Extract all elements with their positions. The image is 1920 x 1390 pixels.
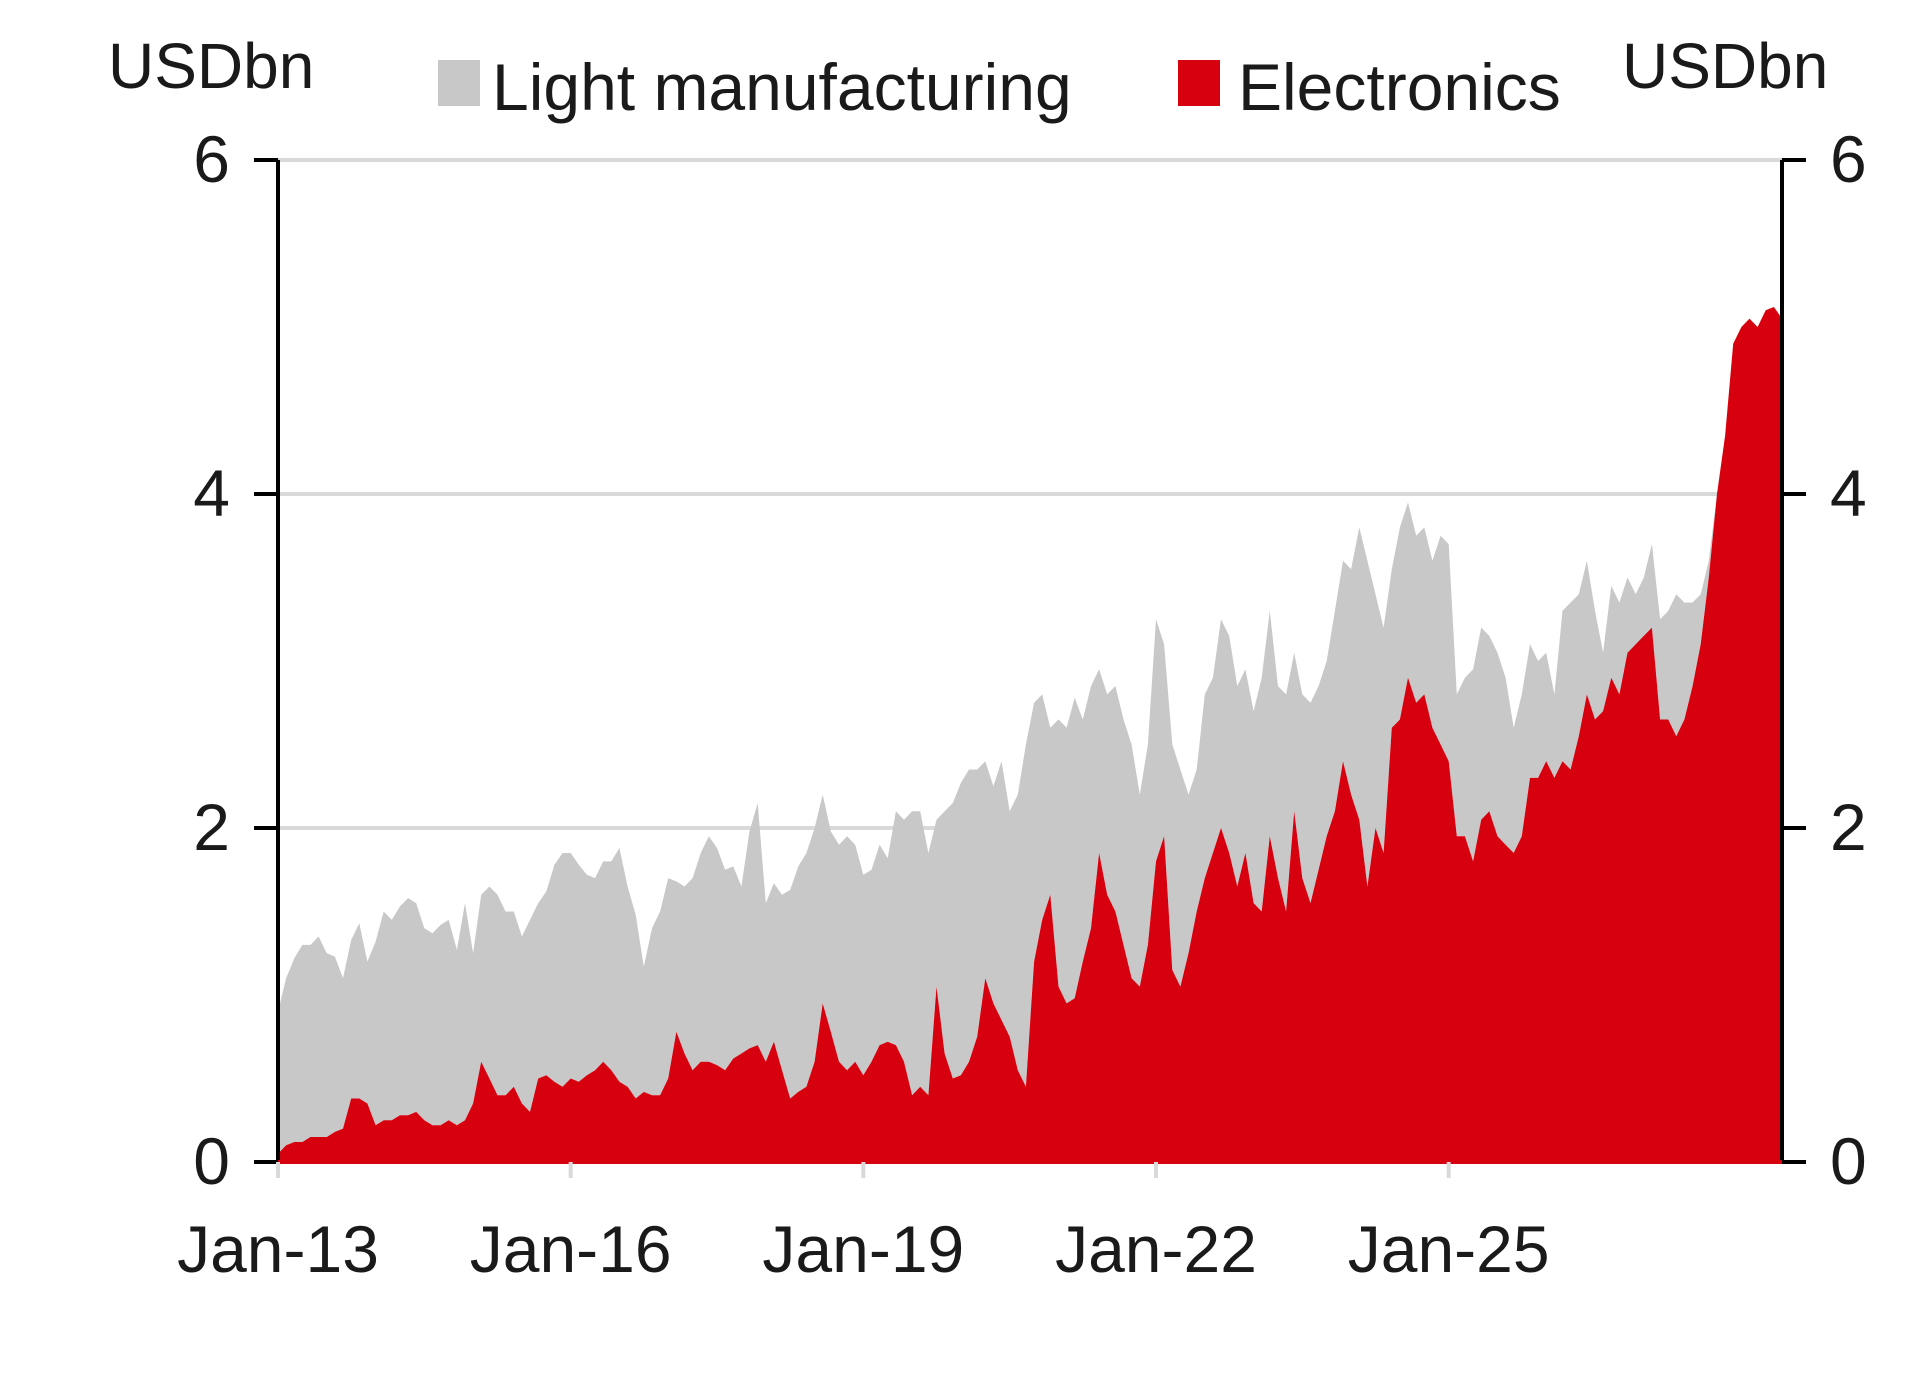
left-y-tick-label: 4 <box>193 456 230 530</box>
legend-label-electronics: Electronics <box>1238 50 1561 124</box>
area-series-light-manufacturing <box>278 307 1782 1154</box>
axes <box>254 158 1806 1178</box>
x-tick-label: Jan-22 <box>1055 1212 1257 1286</box>
area-series-group <box>278 307 1782 1162</box>
left-y-tick-label: 6 <box>193 122 230 196</box>
x-tick-label: Jan-13 <box>177 1212 379 1286</box>
right-y-tick-label: 6 <box>1830 122 1867 196</box>
left-y-tick-label: 2 <box>193 790 230 864</box>
legend-swatch-electronics <box>1178 60 1220 106</box>
left-axis-unit-label: USDbn <box>108 30 314 102</box>
legend-swatch-light-manufacturing <box>438 60 480 106</box>
left-y-tick-label: 0 <box>193 1124 230 1198</box>
right-y-tick-label: 0 <box>1830 1124 1867 1198</box>
legend: Light manufacturing Electronics <box>438 50 1561 124</box>
area-series-electronics <box>278 307 1782 1162</box>
x-tick-label: Jan-16 <box>470 1212 672 1286</box>
legend-label-light-manufacturing: Light manufacturing <box>492 50 1072 124</box>
tick-labels: 0 0 2 2 4 4 6 6 Jan-13 Jan-16 Jan-19 Jan-22 Jan-25 <box>177 122 1867 1286</box>
right-axis-unit-label: USDbn <box>1622 30 1828 102</box>
right-y-tick-label: 4 <box>1830 456 1867 530</box>
right-y-tick-label: 2 <box>1830 790 1867 864</box>
x-tick-label: Jan-19 <box>762 1212 964 1286</box>
x-tick-label: Jan-25 <box>1348 1212 1550 1286</box>
